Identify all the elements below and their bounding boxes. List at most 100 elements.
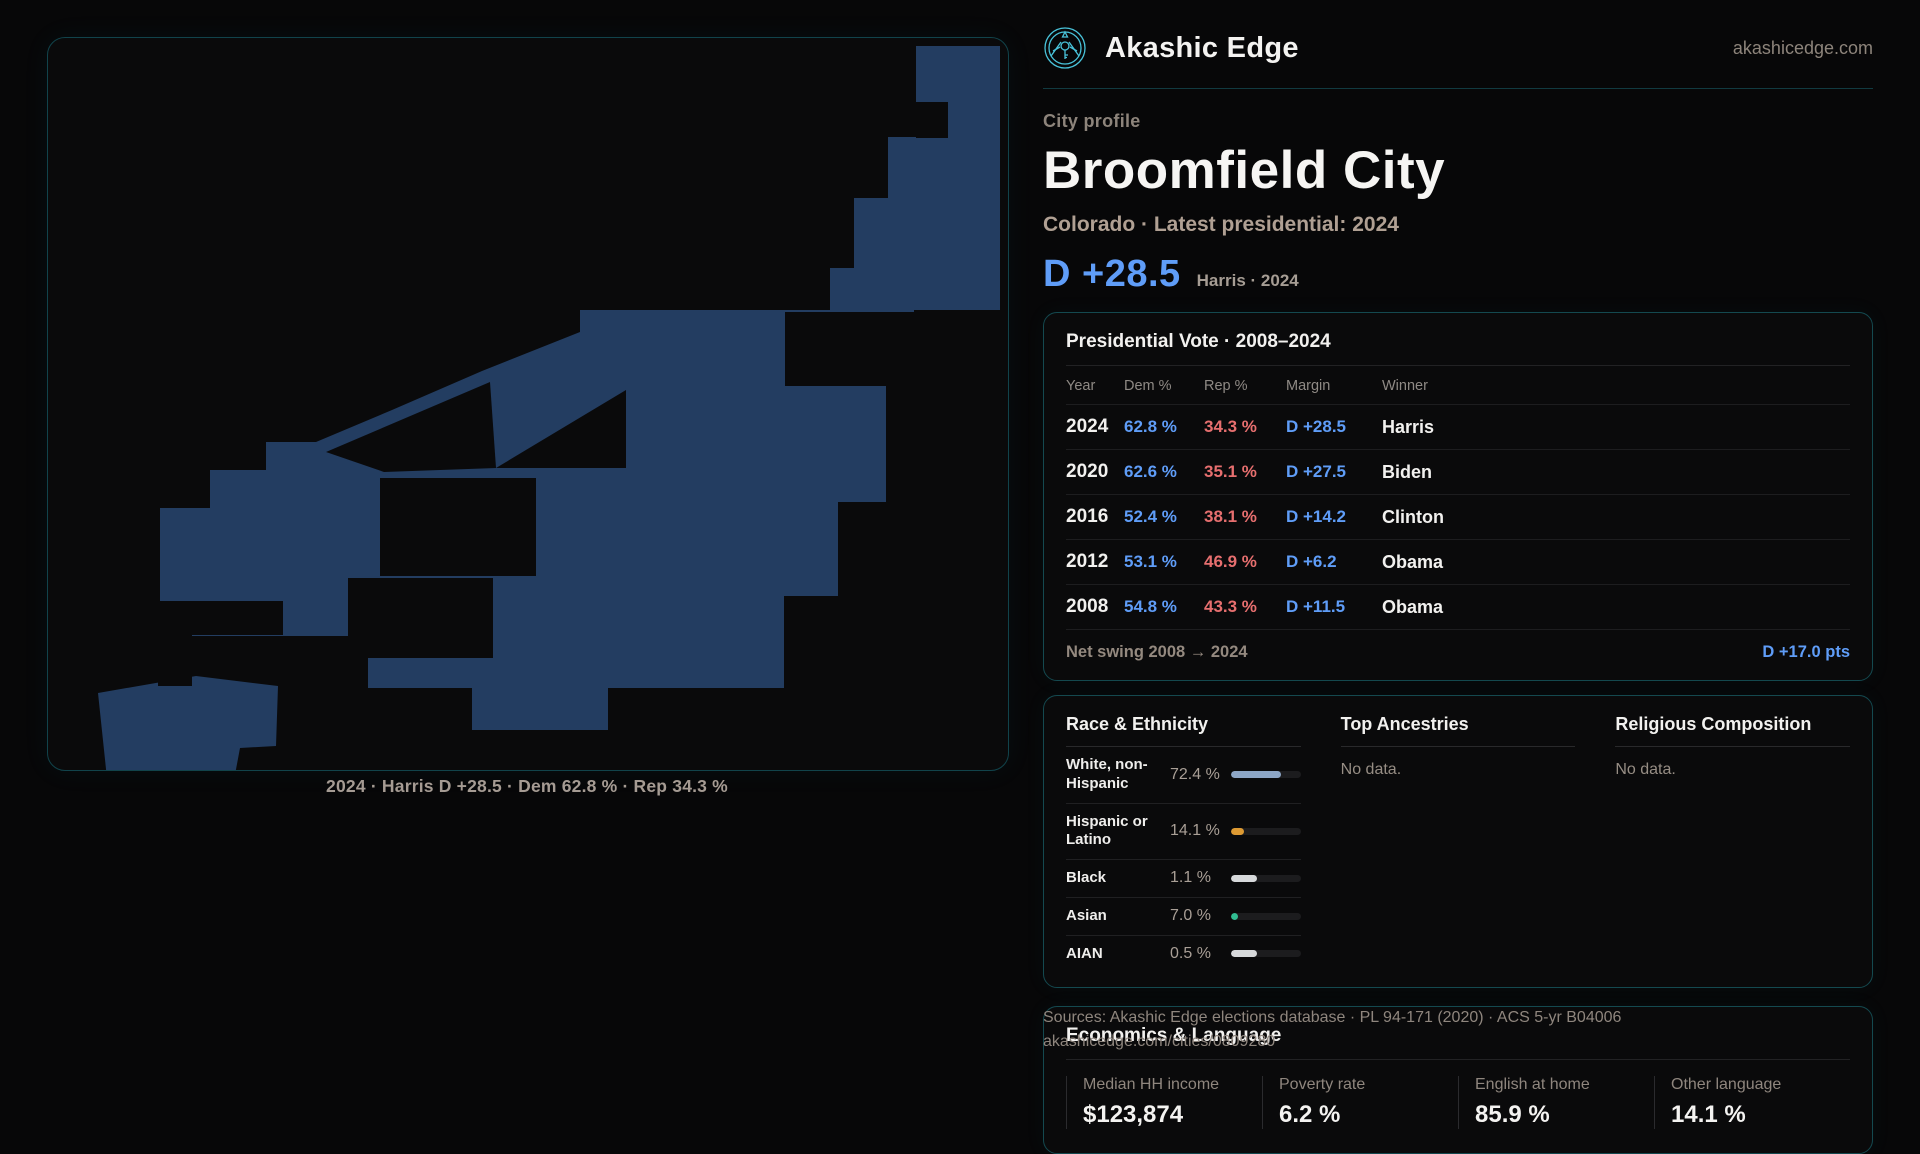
table-row: 2024 62.8 % 34.3 % D +28.5 Harris — [1066, 405, 1850, 450]
net-swing-value: D +17.0 pts — [1762, 643, 1850, 661]
cell-winner: Biden — [1382, 461, 1433, 482]
race-label: White, non-Hispanic — [1066, 756, 1148, 792]
cell-year: 2024 — [1066, 416, 1109, 437]
presidential-vote-card: Presidential Vote · 2008–2024 Year Dem %… — [1043, 312, 1873, 681]
vote-card-title: Presidential Vote · 2008–2024 — [1066, 331, 1850, 366]
cell-margin: D +11.5 — [1286, 597, 1346, 616]
sources-line: Sources: Akashic Edge elections database… — [1043, 1009, 1622, 1026]
religious-composition-title: Religious Composition — [1615, 714, 1850, 747]
page-eyebrow: City profile — [1043, 111, 1141, 131]
col-winner: Winner — [1382, 378, 1428, 394]
demographics-card: Race & Ethnicity White, non-Hispanic 72.… — [1043, 695, 1873, 989]
akashic-edge-logo-icon — [1044, 27, 1086, 69]
col-dem: Dem % — [1124, 378, 1172, 394]
cell-year: 2008 — [1066, 596, 1109, 617]
race-value: 72.4 % — [1170, 765, 1220, 783]
cell-dem: 62.6 % — [1124, 462, 1177, 481]
stat-value: 14.1 % — [1671, 1101, 1746, 1129]
city-boundary-shape — [160, 46, 1000, 730]
race-bar — [1230, 827, 1301, 835]
map-caption: 2024 · Harris D +28.5 · Dem 62.8 % · Rep… — [326, 776, 728, 796]
stat-label: Median HH income — [1083, 1076, 1220, 1094]
race-bar — [1230, 771, 1301, 779]
stat-label: Other language — [1671, 1076, 1782, 1094]
stat-other-language: Other language 14.1 % — [1654, 1076, 1850, 1130]
stat-label: English at home — [1475, 1076, 1590, 1094]
table-row: 2020 62.6 % 35.1 % D +27.5 Biden — [1066, 450, 1850, 495]
cell-winner: Harris — [1382, 416, 1435, 437]
sources-block: Sources: Akashic Edge elections database… — [1043, 1008, 1683, 1052]
table-row: 2012 53.1 % 46.9 % D +6.2 Obama — [1066, 540, 1850, 585]
race-label: Black — [1066, 869, 1107, 886]
site-header: Akashic Edge akashicedge.com — [1043, 0, 1873, 89]
cell-rep: 38.1 % — [1204, 507, 1257, 526]
net-swing-label: Net swing 2008 → 2024 — [1066, 643, 1248, 661]
race-bar — [1230, 950, 1301, 958]
race-label: Hispanic or Latino — [1066, 812, 1148, 849]
page-subtitle: Colorado · Latest presidential: 2024 — [1043, 213, 1399, 236]
race-value: 14.1 % — [1170, 822, 1220, 840]
race-ethnicity-column: Race & Ethnicity White, non-Hispanic 72.… — [1066, 714, 1301, 963]
race-value: 7.0 % — [1170, 907, 1211, 925]
stat-value: 6.2 % — [1279, 1101, 1341, 1129]
city-profile-panel: Akashic Edge akashicedge.com City profil… — [1043, 0, 1873, 1154]
ancestries-no-data: No data. — [1340, 761, 1402, 778]
cell-margin: D +27.5 — [1286, 462, 1347, 481]
race-bar-fill — [1230, 874, 1257, 882]
headline-margin-value: D +28.5 — [1043, 253, 1181, 295]
stat-english-at-home: English at home 85.9 % — [1458, 1076, 1654, 1130]
cell-dem: 54.8 % — [1124, 597, 1177, 616]
race-bar-fill — [1230, 950, 1257, 958]
net-swing-row: Net swing 2008 → 2024 D +17.0 pts — [1066, 630, 1850, 662]
stat-poverty-rate: Poverty rate 6.2 % — [1262, 1076, 1458, 1130]
headline-margin-detail: Harris · 2024 — [1196, 271, 1299, 290]
col-margin: Margin — [1286, 378, 1331, 394]
cell-rep: 34.3 % — [1204, 417, 1257, 436]
city-boundary-map — [98, 46, 1000, 770]
cell-margin: D +6.2 — [1286, 552, 1337, 571]
race-label: Asian — [1066, 906, 1107, 924]
cell-dem: 52.4 % — [1124, 507, 1177, 526]
cell-dem: 53.1 % — [1124, 552, 1177, 571]
race-bar — [1230, 874, 1301, 882]
race-label: AIAN — [1066, 944, 1103, 962]
race-value: 1.1 % — [1170, 869, 1211, 887]
cell-rep: 35.1 % — [1204, 462, 1257, 481]
top-ancestries-column: Top Ancestries No data. — [1340, 714, 1576, 963]
brand-name: Akashic Edge — [1105, 31, 1299, 64]
race-row: Black 1.1 % — [1066, 860, 1301, 898]
cell-year: 2012 — [1066, 551, 1109, 572]
cell-year: 2020 — [1066, 461, 1109, 482]
race-row: Asian 7.0 % — [1066, 898, 1301, 936]
headline-margin-line: D +28.5 Harris · 2024 — [1043, 253, 1873, 296]
cell-margin: D +28.5 — [1286, 417, 1347, 436]
economics-title: Economics & Language — [1066, 1025, 1850, 1061]
col-rep: Rep % — [1204, 378, 1248, 394]
race-bar-fill — [1230, 912, 1238, 920]
race-bar-fill — [1230, 827, 1244, 835]
stat-value: $123,874 — [1083, 1101, 1184, 1129]
race-row: Hispanic or Latino 14.1 % — [1066, 804, 1301, 860]
cell-year: 2016 — [1066, 506, 1109, 527]
race-value: 0.5 % — [1170, 944, 1211, 962]
race-bar — [1230, 912, 1301, 920]
stat-value: 85.9 % — [1475, 1101, 1550, 1129]
race-row: White, non-Hispanic 72.4 % — [1066, 747, 1301, 804]
site-url-link[interactable]: akashicedge.com — [1732, 37, 1873, 58]
table-row: 2008 54.8 % 43.3 % D +11.5 Obama — [1066, 585, 1850, 630]
cell-margin: D +14.2 — [1286, 507, 1347, 526]
religion-no-data: No data. — [1615, 761, 1676, 778]
cell-winner: Clinton — [1382, 506, 1444, 527]
cell-dem: 62.8 % — [1124, 417, 1177, 436]
race-row: AIAN 0.5 % — [1066, 936, 1301, 964]
sources-link[interactable]: akashicedge.com/cities/0809280 — [1043, 1033, 1276, 1050]
cell-rep: 43.3 % — [1204, 597, 1257, 616]
race-bar-fill — [1230, 771, 1281, 779]
cell-winner: Obama — [1382, 551, 1444, 572]
stat-label: Poverty rate — [1279, 1076, 1366, 1094]
page-title: Broomfield City — [1043, 141, 1446, 200]
table-row: 2016 52.4 % 38.1 % D +14.2 Clinton — [1066, 495, 1850, 540]
economics-stats: Median HH income $123,874 Poverty rate 6… — [1066, 1076, 1850, 1130]
cell-winner: Obama — [1382, 596, 1444, 617]
city-map-panel — [47, 37, 1009, 771]
